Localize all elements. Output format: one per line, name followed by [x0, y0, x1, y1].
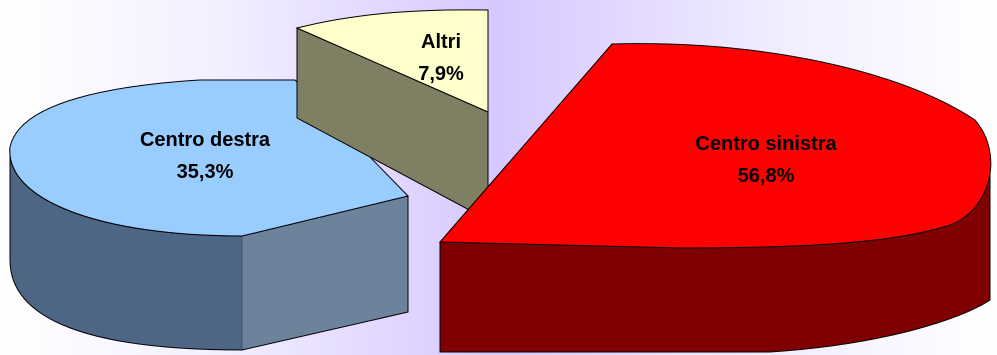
- label-altri-name: Altri: [421, 31, 461, 53]
- label-centro-destra-name: Centro destra: [140, 129, 271, 151]
- label-altri-value: 7,9%: [418, 63, 464, 85]
- slice-centro-sinistra-top: [438, 43, 992, 249]
- label-centro-sinistra-name: Centro sinistra: [695, 133, 837, 155]
- slice-centro-sinistra: [438, 43, 992, 353]
- label-centro-destra-value: 35,3%: [177, 161, 234, 183]
- slice-altri: [295, 9, 489, 221]
- label-centro-sinistra-value: 56,8%: [738, 165, 795, 187]
- slice-altri-top: [295, 9, 489, 113]
